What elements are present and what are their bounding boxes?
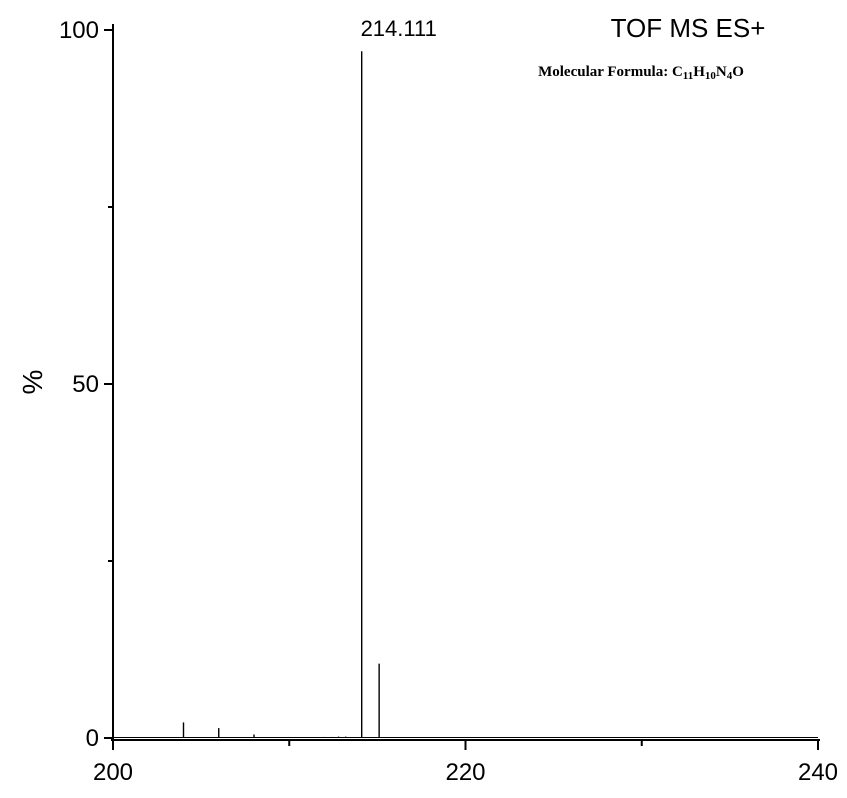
formula-element: H <box>693 64 705 80</box>
y-tick-label: 0 <box>86 725 99 752</box>
x-tick-label: 200 <box>93 759 133 786</box>
formula-subscript: 4 <box>727 70 733 82</box>
y-tick-label: 100 <box>59 17 99 44</box>
axes: 0 50 100 200 220 240 <box>59 17 838 786</box>
molecular-formula: Molecular Formula: C11H10N4O <box>538 64 744 82</box>
x-tick-label: 240 <box>798 759 838 786</box>
formula-element: O <box>732 64 744 80</box>
chart-title: TOF MS ES+ <box>611 13 766 43</box>
formula-element: C <box>672 64 683 80</box>
formula-subscript: 11 <box>683 70 693 82</box>
y-tick-label: 50 <box>72 371 99 398</box>
spectrum-peaks <box>182 51 380 738</box>
x-tick-label: 220 <box>445 759 485 786</box>
y-axis-label: % <box>17 370 48 395</box>
formula-subscript: 10 <box>705 70 717 82</box>
formula-prefix: Molecular Formula: <box>538 64 672 80</box>
chart-text: % TOF MS ES+ Molecular Formula: C11H10N4… <box>17 13 765 394</box>
formula-element: N <box>716 64 727 80</box>
peak-label: 214.111 <box>361 16 437 41</box>
